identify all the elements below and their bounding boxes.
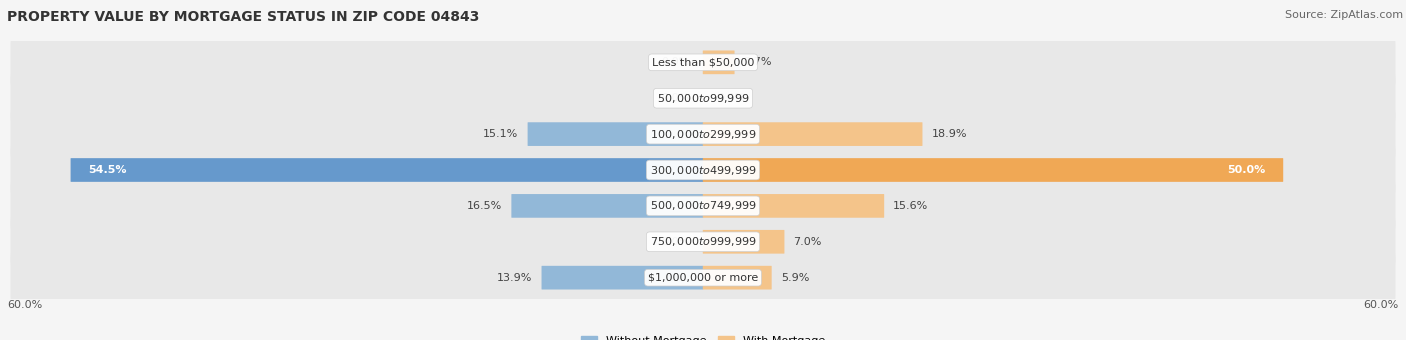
Legend: Without Mortgage, With Mortgage: Without Mortgage, With Mortgage [576, 331, 830, 340]
Text: 54.5%: 54.5% [89, 165, 127, 175]
Text: 0.0%: 0.0% [661, 237, 689, 247]
Text: 7.0%: 7.0% [793, 237, 823, 247]
FancyBboxPatch shape [10, 214, 1396, 270]
FancyBboxPatch shape [10, 142, 1396, 198]
Text: 0.0%: 0.0% [661, 93, 689, 103]
Text: $500,000 to $749,999: $500,000 to $749,999 [650, 199, 756, 212]
Text: $300,000 to $499,999: $300,000 to $499,999 [650, 164, 756, 176]
Text: $1,000,000 or more: $1,000,000 or more [648, 273, 758, 283]
FancyBboxPatch shape [703, 230, 785, 254]
Text: 2.7%: 2.7% [744, 57, 772, 67]
FancyBboxPatch shape [10, 70, 1396, 126]
FancyBboxPatch shape [10, 178, 1396, 234]
Text: 18.9%: 18.9% [932, 129, 967, 139]
FancyBboxPatch shape [10, 250, 1396, 306]
FancyBboxPatch shape [703, 51, 734, 74]
Text: Less than $50,000: Less than $50,000 [652, 57, 754, 67]
FancyBboxPatch shape [703, 158, 1284, 182]
Text: 5.9%: 5.9% [780, 273, 808, 283]
Text: 60.0%: 60.0% [7, 300, 42, 310]
Text: $50,000 to $99,999: $50,000 to $99,999 [657, 92, 749, 105]
Text: 16.5%: 16.5% [467, 201, 502, 211]
Text: 0.0%: 0.0% [717, 93, 745, 103]
Text: 13.9%: 13.9% [498, 273, 533, 283]
FancyBboxPatch shape [10, 106, 1396, 162]
Text: 60.0%: 60.0% [1364, 300, 1399, 310]
Text: 15.6%: 15.6% [893, 201, 928, 211]
Text: Source: ZipAtlas.com: Source: ZipAtlas.com [1285, 10, 1403, 20]
FancyBboxPatch shape [703, 194, 884, 218]
FancyBboxPatch shape [703, 266, 772, 290]
FancyBboxPatch shape [703, 122, 922, 146]
FancyBboxPatch shape [527, 122, 703, 146]
Text: $100,000 to $299,999: $100,000 to $299,999 [650, 128, 756, 141]
FancyBboxPatch shape [10, 34, 1396, 90]
Text: 15.1%: 15.1% [484, 129, 519, 139]
Text: PROPERTY VALUE BY MORTGAGE STATUS IN ZIP CODE 04843: PROPERTY VALUE BY MORTGAGE STATUS IN ZIP… [7, 10, 479, 24]
FancyBboxPatch shape [541, 266, 703, 290]
FancyBboxPatch shape [70, 158, 703, 182]
FancyBboxPatch shape [512, 194, 703, 218]
Text: $750,000 to $999,999: $750,000 to $999,999 [650, 235, 756, 248]
Text: 50.0%: 50.0% [1227, 165, 1265, 175]
Text: 0.0%: 0.0% [661, 57, 689, 67]
